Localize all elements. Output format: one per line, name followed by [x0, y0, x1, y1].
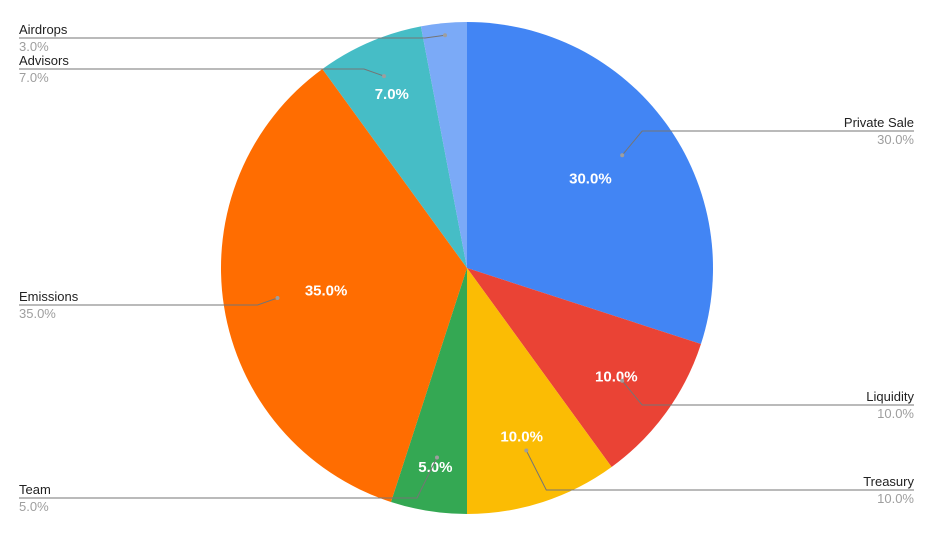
leader-line-emissions	[19, 297, 278, 306]
leader-dot-airdrops	[443, 33, 447, 38]
label-value-treasury: 10.0%	[877, 491, 914, 506]
slice-percent-team: 5.0%	[418, 459, 452, 476]
leader-dot-liquidity	[620, 378, 625, 383]
label-value-liquidity: 10.0%	[877, 406, 914, 421]
label-name-airdrops: Airdrops	[19, 22, 68, 37]
pie-slice-emissions[interactable]	[220, 68, 467, 502]
pie-external-labels: Private Sale 30.0% Liquidity 10.0% Treasury 1…	[19, 22, 914, 514]
leader-line-airdrops	[19, 34, 446, 39]
label-name-advisors: Advisors	[19, 53, 69, 68]
label-value-private-sale: 30.0%	[877, 132, 914, 147]
pie-percent-labels: 30.0% 10.0% 10.0% 5.0% 35.0% 7.0%	[305, 86, 638, 476]
pie-slice-treasury[interactable]	[467, 268, 612, 514]
label-name-liquidity: Liquidity	[866, 389, 914, 404]
pie-slice-team[interactable]	[390, 268, 467, 514]
label-name-team: Team	[19, 482, 51, 497]
pie-slice-liquidity[interactable]	[467, 268, 701, 468]
pie-slice-private-sale[interactable]	[467, 21, 714, 345]
label-value-emissions: 35.0%	[19, 306, 56, 321]
leader-line-liquidity	[621, 380, 914, 406]
label-value-team: 5.0%	[19, 499, 49, 514]
label-name-treasury: Treasury	[863, 474, 914, 489]
label-value-airdrops: 3.0%	[19, 39, 49, 54]
pie-slices	[220, 21, 714, 514]
leader-dot-treasury	[524, 448, 529, 453]
pie-slice-advisors[interactable]	[322, 26, 467, 268]
leader-line-team	[19, 457, 438, 499]
leader-line-private-sale	[621, 130, 914, 156]
label-value-advisors: 7.0%	[19, 70, 49, 85]
pie-leader-lines	[19, 33, 914, 499]
slice-percent-private-sale: 30.0%	[569, 170, 612, 187]
slice-percent-liquidity: 10.0%	[595, 368, 638, 385]
leader-line-treasury	[525, 450, 914, 491]
leader-dot-private-sale	[620, 153, 625, 158]
slice-percent-treasury: 10.0%	[500, 429, 543, 446]
slice-percent-emissions: 35.0%	[305, 282, 348, 299]
label-name-emissions: Emissions	[19, 289, 79, 304]
leader-dot-team	[435, 455, 439, 460]
label-name-private-sale: Private Sale	[844, 115, 914, 130]
leader-dot-advisors	[382, 74, 386, 79]
leader-line-advisors	[19, 68, 385, 77]
slice-percent-advisors: 7.0%	[375, 86, 409, 103]
pie-slice-airdrops[interactable]	[420, 22, 467, 268]
leader-dot-emissions	[275, 296, 280, 300]
